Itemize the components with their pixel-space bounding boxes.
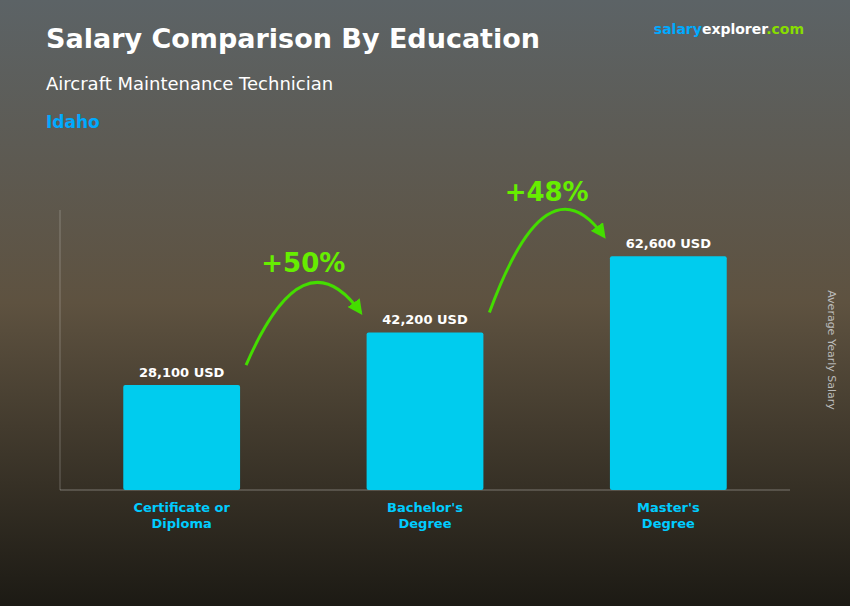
category-label-line: Diploma xyxy=(152,516,212,531)
bar xyxy=(123,385,240,490)
brand: salaryexplorer.com xyxy=(654,21,804,37)
growth-arrow xyxy=(489,209,604,312)
title: Salary Comparison By Education xyxy=(46,23,540,54)
chart: 28,100 USD 42,200 USD 62,600 USD Certificat… xyxy=(0,0,850,606)
category-label-line: Bachelor's xyxy=(387,500,463,515)
bar xyxy=(367,332,484,490)
data-label: 62,600 USD xyxy=(626,236,712,251)
bar xyxy=(610,256,727,490)
data-label: 28,100 USD xyxy=(139,365,225,380)
growth-label: +48% xyxy=(505,177,589,207)
subtitle: Aircraft Maintenance Technician xyxy=(46,73,333,94)
category-label-line: Master's xyxy=(637,500,700,515)
location: Idaho xyxy=(46,112,100,132)
data-label: 42,200 USD xyxy=(382,312,468,327)
brand-part: .com xyxy=(766,21,804,37)
y-axis-label: Average Yearly Salary xyxy=(825,290,838,410)
brand-part: explorer xyxy=(702,21,768,37)
y-axis-line xyxy=(60,210,61,490)
brand-part: salary xyxy=(654,21,702,37)
background xyxy=(0,0,850,606)
category-label-line: Degree xyxy=(642,516,695,531)
category-label: Master'sDegree xyxy=(637,500,700,531)
category-label-line: Degree xyxy=(399,516,452,531)
category-label: Certificate orDiploma xyxy=(133,500,230,531)
category-label: Bachelor'sDegree xyxy=(387,500,463,531)
growth-arrow xyxy=(246,282,361,365)
category-label-line: Certificate or xyxy=(133,500,230,515)
growth-label: +50% xyxy=(261,248,345,278)
